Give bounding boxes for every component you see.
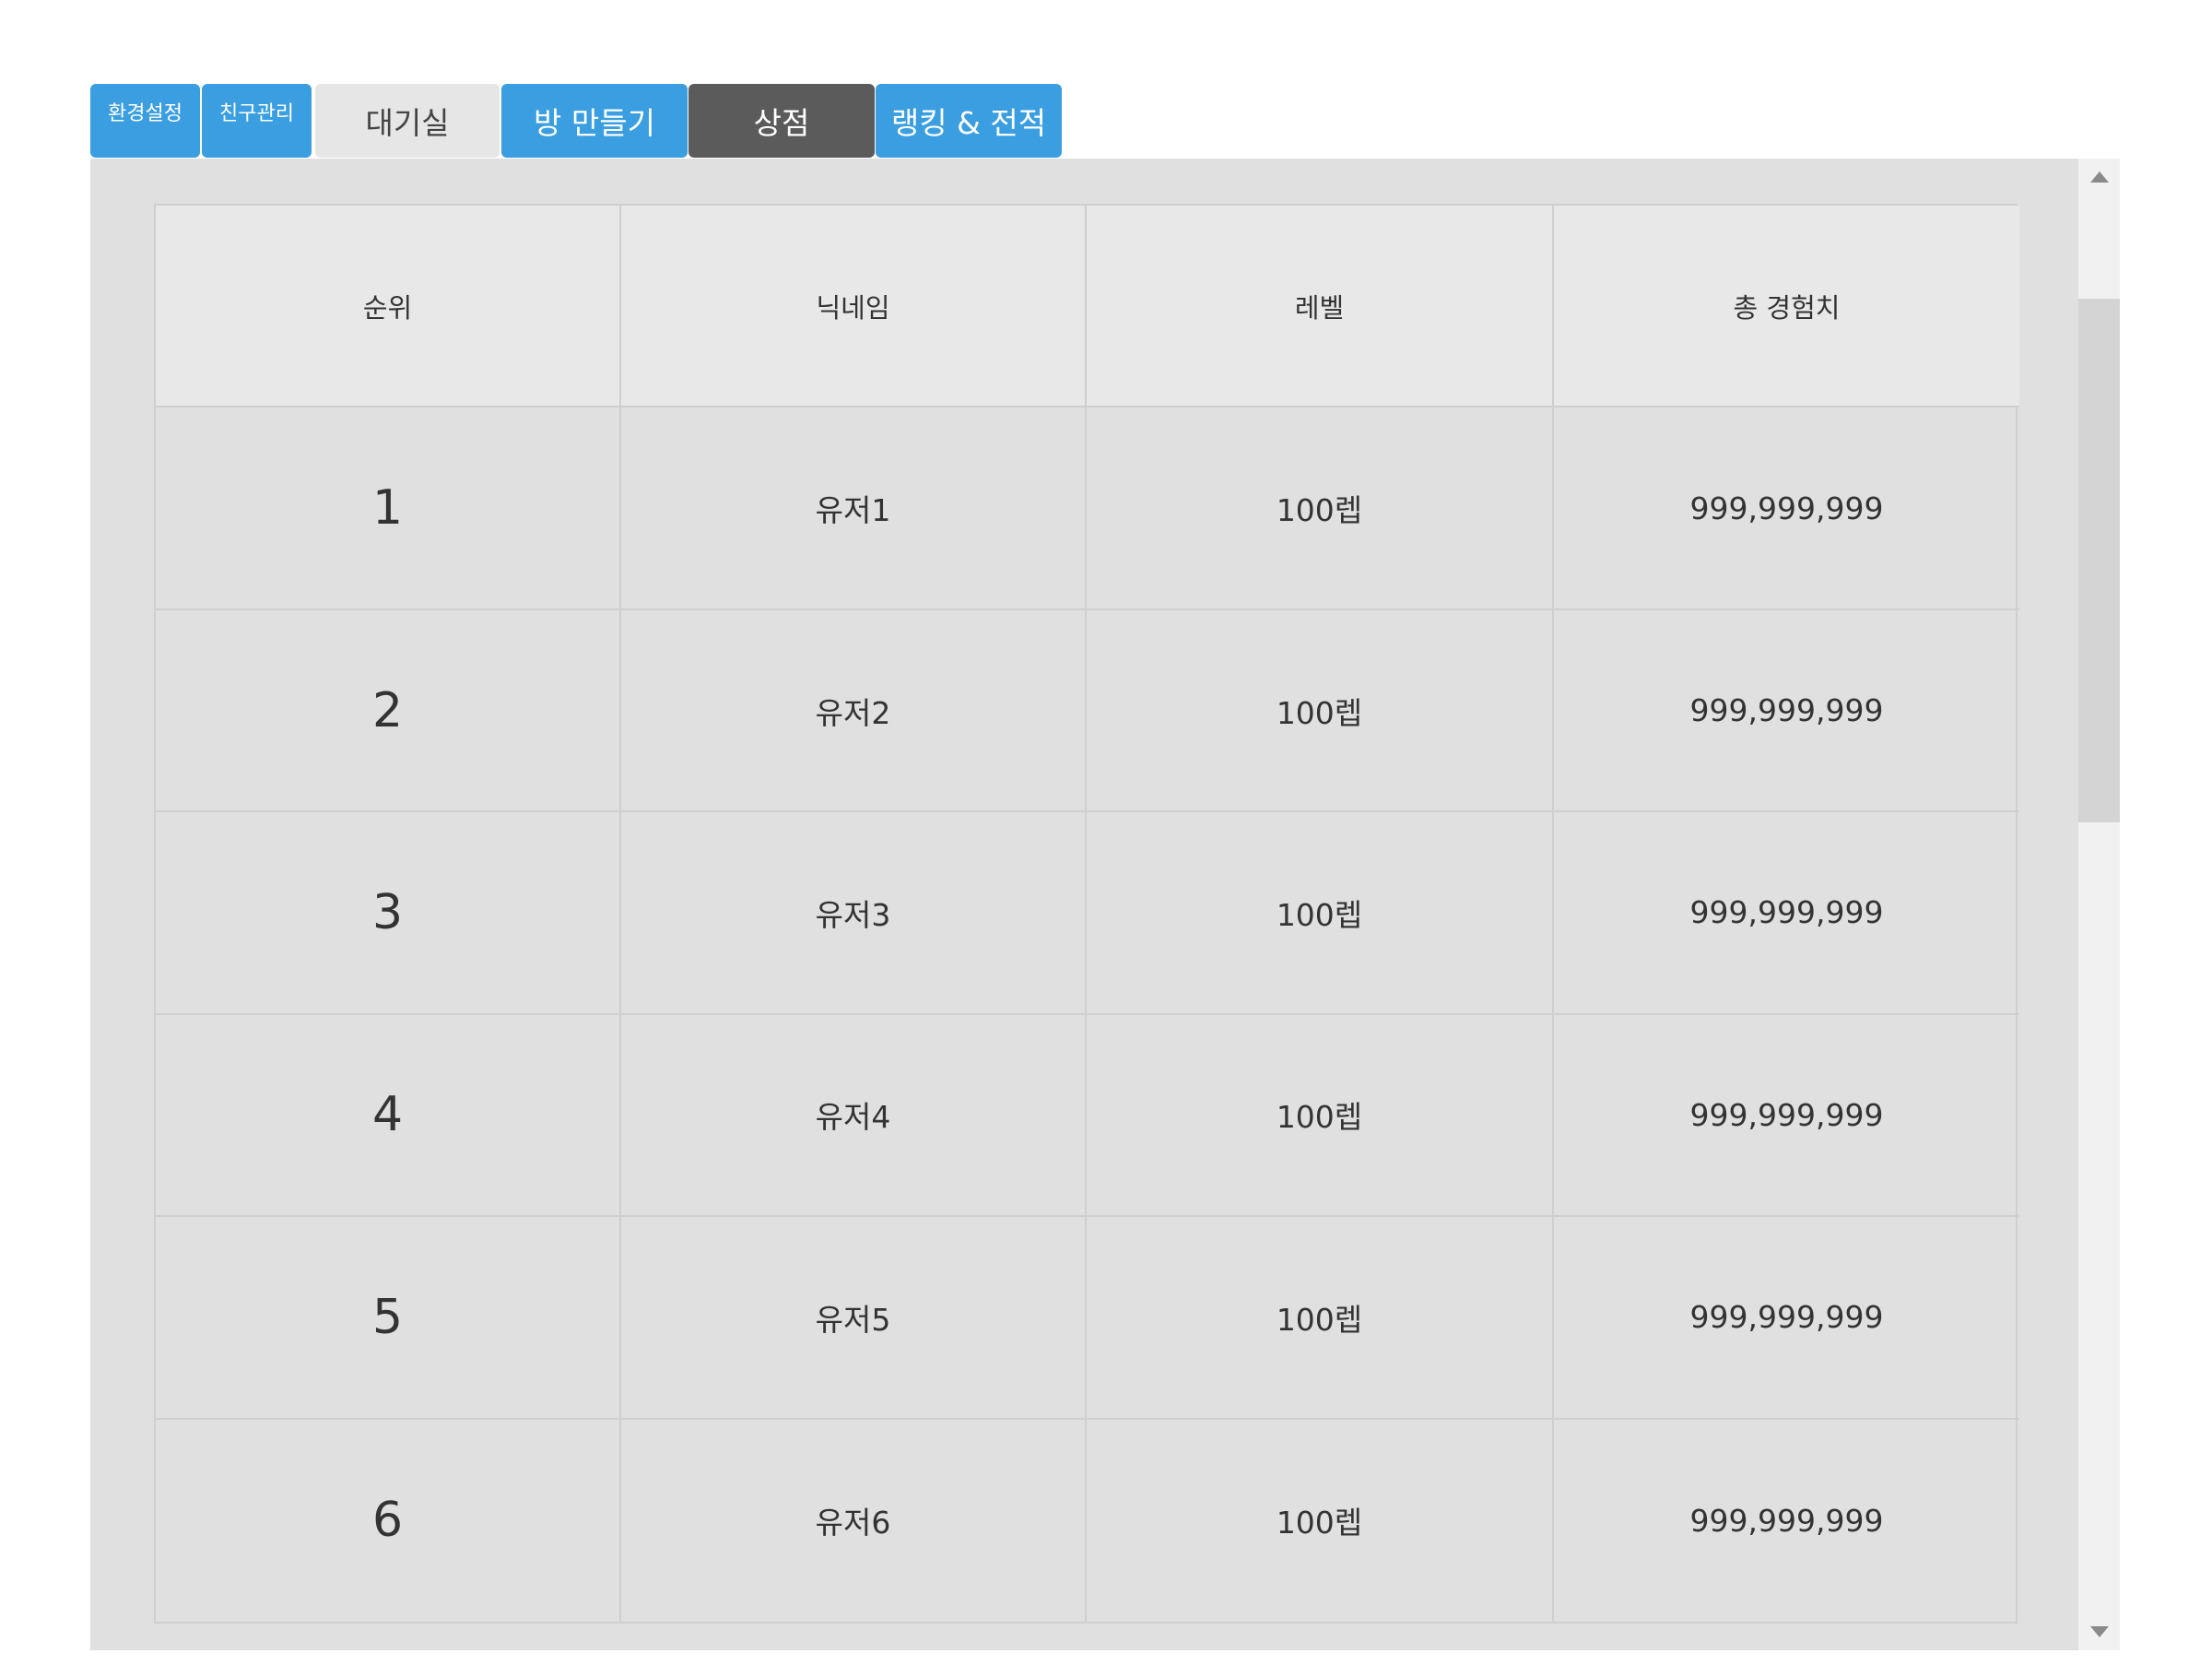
rank-cell: 5 bbox=[156, 1217, 621, 1420]
scroll-up-arrow-icon[interactable] bbox=[2090, 171, 2109, 183]
tab-ranking[interactable]: 랭킹 & 전적 bbox=[876, 84, 1062, 158]
tab-settings[interactable]: 환경설정 bbox=[90, 84, 200, 158]
column-header-total-exp: 총 경험치 bbox=[1554, 206, 2019, 408]
tab-shop[interactable]: 상점 bbox=[688, 84, 875, 158]
rank-cell: 1 bbox=[156, 407, 621, 610]
level-cell: 100렙 bbox=[1087, 609, 1554, 813]
vertical-scrollbar[interactable] bbox=[2078, 159, 2120, 1650]
column-header-level: 레벨 bbox=[1087, 206, 1554, 408]
level-cell: 100렙 bbox=[1087, 1217, 1554, 1420]
rank-cell: 3 bbox=[156, 812, 621, 1015]
nickname-cell: 유저3 bbox=[621, 812, 1087, 1015]
scroll-down-arrow-icon[interactable] bbox=[2090, 1626, 2109, 1637]
level-cell: 100렙 bbox=[1087, 1419, 1554, 1622]
column-header-nickname: 닉네임 bbox=[621, 206, 1087, 408]
exp-cell: 999,999,999 bbox=[1554, 610, 2019, 813]
nickname-cell: 유저5 bbox=[621, 1217, 1087, 1420]
exp-cell: 999,999,999 bbox=[1689, 1502, 1884, 1539]
level-cell: 100렙 bbox=[1087, 812, 1554, 1015]
exp-cell: 999,999,999 bbox=[1554, 1217, 2019, 1420]
level-cell: 100렙 bbox=[1087, 407, 1554, 610]
ranking-panel: 순위 닉네임 레벨 총 경험치 1 유저1 100렙 999,999,999 2… bbox=[90, 159, 2120, 1650]
scrollbar-thumb[interactable] bbox=[2078, 299, 2120, 822]
rank-cell: 2 bbox=[156, 609, 621, 813]
nickname-cell: 유저6 bbox=[621, 1419, 1087, 1622]
ranking-table: 순위 닉네임 레벨 총 경험치 1 유저1 100렙 999,999,999 2… bbox=[154, 204, 2019, 1624]
exp-cell: 999,999,999 bbox=[1554, 1015, 2019, 1218]
tab-lobby[interactable]: 대기실 bbox=[315, 84, 500, 158]
tab-friends[interactable]: 친구관리 bbox=[202, 84, 312, 158]
exp-cell: 999,999,999 bbox=[1554, 812, 2019, 1015]
rank-cell: 4 bbox=[156, 1014, 621, 1218]
nickname-cell: 유저2 bbox=[621, 609, 1087, 813]
nickname-cell: 유저1 bbox=[621, 407, 1087, 610]
nickname-cell: 유저4 bbox=[621, 1014, 1087, 1218]
column-header-rank: 순위 bbox=[156, 206, 621, 408]
rank-cell: 6 bbox=[156, 1419, 621, 1622]
top-tab-bar: 환경설정 친구관리 대기실 방 만들기 상점 랭킹 & 전적 bbox=[0, 0, 2212, 166]
exp-cell: 999,999,999 bbox=[1554, 407, 2019, 610]
level-cell: 100렙 bbox=[1087, 1014, 1554, 1218]
tab-create-room[interactable]: 방 만들기 bbox=[501, 84, 688, 158]
